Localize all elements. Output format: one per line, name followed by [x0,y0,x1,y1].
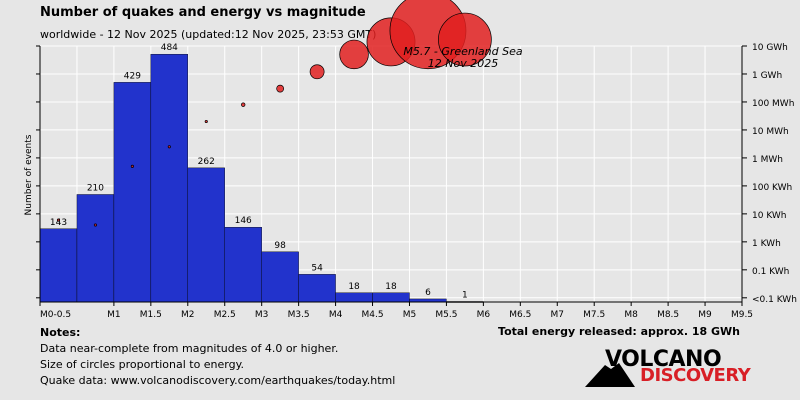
bar [372,292,410,303]
energy-tick-label: 1 MWh [752,155,783,165]
logo-text-volcano: VOLCANO [605,347,722,372]
energy-circle [339,39,369,70]
bar-count-label: 18 [385,282,397,292]
x-tick-label: M5 [403,310,417,320]
bar [298,274,336,303]
x-tick-label: M8.5 [657,310,679,320]
x-tick-label: M3.5 [288,310,310,320]
energy-circle [309,64,325,80]
x-tick-label: M4.5 [361,310,383,320]
x-tick-label: M2.5 [214,310,236,320]
energy-tick-label: 100 MWh [752,99,794,109]
energy-tick-label: 1 GWh [752,71,782,81]
bar-count-label: 1 [462,290,468,300]
bar [261,251,299,303]
x-tick-label: M6 [477,310,491,320]
bar-count-label: 54 [311,263,323,273]
energy-tick-label: 0.1 KWh [752,267,789,277]
chart-title: Number of quakes and energy vs magnitude [40,5,366,20]
chart-subtitle: worldwide - 12 Nov 2025 (updated:12 Nov … [40,28,377,41]
bar-count-label: 143 [50,218,67,228]
x-tick-label: M8 [624,310,638,320]
notes-line: Quake data: www.volcanodiscovery.com/ear… [40,374,396,387]
x-tick-label: M6.5 [509,310,531,320]
total-energy: Total energy released: approx. 18 GWh [498,325,740,338]
x-tick-label: M9.5 [731,310,753,320]
x-tick-label: M3 [255,310,269,320]
energy-tick-label: 100 KWh [752,183,792,193]
volcanodiscovery-logo: VOLCANO DISCOVERY [585,347,765,387]
x-tick-label: M4 [329,310,343,320]
energy-circle [438,12,492,67]
x-tick-label: M5.5 [435,310,457,320]
notes-line: Size of circles proportional to energy. [40,358,245,371]
energy-circle [276,84,285,93]
x-tick-label: M0-0.5 [40,310,71,320]
energy-circle [241,102,246,107]
energy-tick-label: <0.1 KWh [752,295,797,305]
bar [39,228,78,303]
x-tick-label: M9 [698,310,712,320]
energy-circle [130,164,134,168]
bar [335,292,373,303]
notes-heading: Notes: [40,326,81,339]
annotation-line2: 12 Nov 2025 [428,57,498,70]
x-tick-label: M2 [181,310,195,320]
x-tick-label: M7.5 [583,310,605,320]
bar [113,82,152,303]
bar-count-label: 6 [425,288,431,298]
volcano-logo-icon [585,363,635,387]
bar-count-label: 146 [235,216,252,226]
bar [187,167,225,303]
energy-circle [204,119,208,124]
notes-block: Notes: Data near-complete from magnitude… [40,325,395,389]
bar-count-label: 484 [161,43,178,53]
y-axis-label: Number of events [24,134,34,215]
notes-line: Data near-complete from magnitudes of 4.… [40,342,339,355]
bar-count-label: 18 [348,282,360,292]
bar [224,227,262,303]
energy-circle [93,223,97,227]
bar-count-label: 210 [87,183,104,193]
logo-text-discovery: DISCOVERY [640,365,751,386]
bar [150,53,188,303]
x-tick-label: M1.5 [140,310,162,320]
x-tick-label: M7 [551,310,565,320]
bar-count-label: 262 [198,157,215,167]
bar-count-label: 98 [274,241,286,251]
x-tick-label: M1 [107,310,121,320]
energy-tick-label: 10 GWh [752,43,788,53]
energy-tick-label: 10 KWh [752,211,787,221]
energy-tick-label: 1 KWh [752,239,781,249]
annotation-line1: M5.7 - Greenland Sea [403,45,522,58]
bar-count-label: 429 [124,71,141,81]
bar [76,194,115,303]
energy-circle [56,218,61,222]
energy-circle [167,145,171,149]
energy-tick-label: 10 MWh [752,127,789,137]
